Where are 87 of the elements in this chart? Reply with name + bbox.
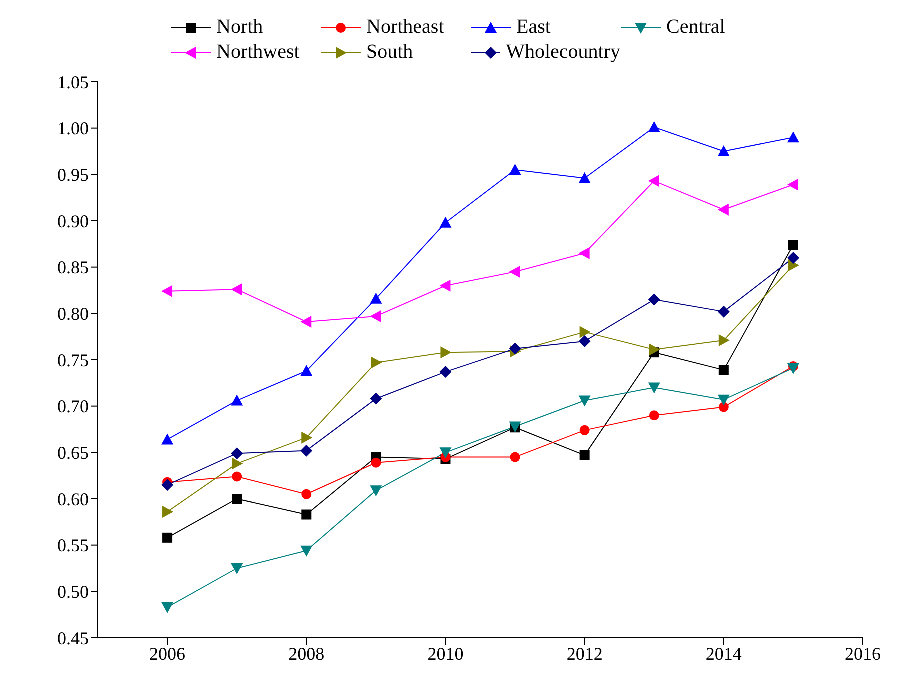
legend-label: Wholecountry — [506, 41, 620, 64]
point — [718, 402, 729, 412]
point — [787, 178, 798, 191]
legend-label: Northeast — [366, 16, 444, 39]
point — [580, 450, 590, 460]
point — [580, 326, 591, 338]
point — [162, 285, 173, 298]
point — [578, 396, 591, 407]
point — [718, 204, 729, 216]
y-tick-label: 1.05 — [58, 72, 89, 92]
y-tick-label: 0.90 — [58, 211, 89, 232]
point — [787, 252, 800, 264]
point — [300, 444, 313, 457]
legend-label: South — [366, 41, 414, 64]
point — [440, 216, 452, 228]
point — [232, 458, 244, 470]
point — [649, 344, 660, 356]
point — [509, 266, 520, 278]
point — [787, 363, 800, 374]
point — [788, 259, 800, 272]
point — [162, 434, 174, 445]
point — [440, 346, 452, 359]
y-tick-label: 0.45 — [58, 628, 89, 648]
point — [440, 280, 451, 292]
point — [509, 342, 522, 355]
point — [718, 146, 730, 156]
point — [162, 506, 174, 518]
point — [232, 494, 242, 504]
point — [649, 410, 660, 421]
point — [302, 489, 312, 500]
x-tick-label: 2014 — [706, 644, 742, 664]
point — [370, 310, 382, 322]
point — [440, 366, 452, 378]
point — [162, 532, 173, 543]
y-tick-label: 0.85 — [58, 258, 89, 278]
point — [162, 479, 174, 492]
y-tick-label: 0.80 — [58, 304, 89, 324]
point — [231, 394, 244, 406]
point — [718, 394, 730, 406]
point — [510, 452, 520, 462]
point — [648, 175, 660, 188]
point — [440, 448, 452, 459]
legend-label: North — [216, 16, 264, 39]
y-tick-label: 0.75 — [58, 350, 89, 370]
point — [580, 425, 590, 436]
point — [718, 306, 730, 318]
point — [300, 316, 312, 328]
point — [578, 172, 591, 184]
point — [370, 392, 382, 405]
y-tick-label: 0.55 — [58, 536, 89, 556]
point — [371, 356, 382, 369]
point — [370, 292, 382, 304]
point — [302, 510, 312, 520]
y-tick-label: 0.60 — [58, 489, 89, 510]
point — [232, 472, 242, 482]
x-tick-label: 2012 — [566, 644, 603, 664]
y-tick-label: 0.65 — [58, 443, 89, 464]
y-tick-label: 1.00 — [58, 118, 89, 139]
y-tick-label: 0.70 — [58, 396, 89, 417]
point — [231, 284, 242, 296]
point — [231, 448, 244, 460]
point — [370, 486, 382, 497]
point — [788, 240, 798, 250]
point — [578, 247, 590, 260]
point — [718, 334, 730, 347]
point — [718, 365, 729, 376]
point — [231, 564, 244, 574]
point — [648, 294, 660, 306]
point — [648, 121, 660, 132]
legend-label: Central — [666, 16, 726, 39]
x-tick-label: 2008 — [288, 644, 325, 664]
legend-label: Northwest — [216, 41, 300, 64]
point — [371, 458, 382, 468]
x-tick-label: 2006 — [150, 644, 186, 664]
point — [302, 432, 313, 444]
point — [648, 382, 660, 394]
legend-label: East — [516, 16, 551, 39]
point — [787, 132, 800, 143]
point — [300, 546, 313, 557]
point — [300, 365, 313, 376]
y-tick-label: 0.95 — [58, 165, 89, 186]
x-tick-label: 2010 — [428, 644, 464, 664]
x-tick-label: 2016 — [845, 644, 881, 664]
point — [578, 335, 591, 348]
point — [509, 164, 522, 176]
point — [162, 602, 174, 614]
y-tick-label: 0.50 — [58, 582, 89, 602]
